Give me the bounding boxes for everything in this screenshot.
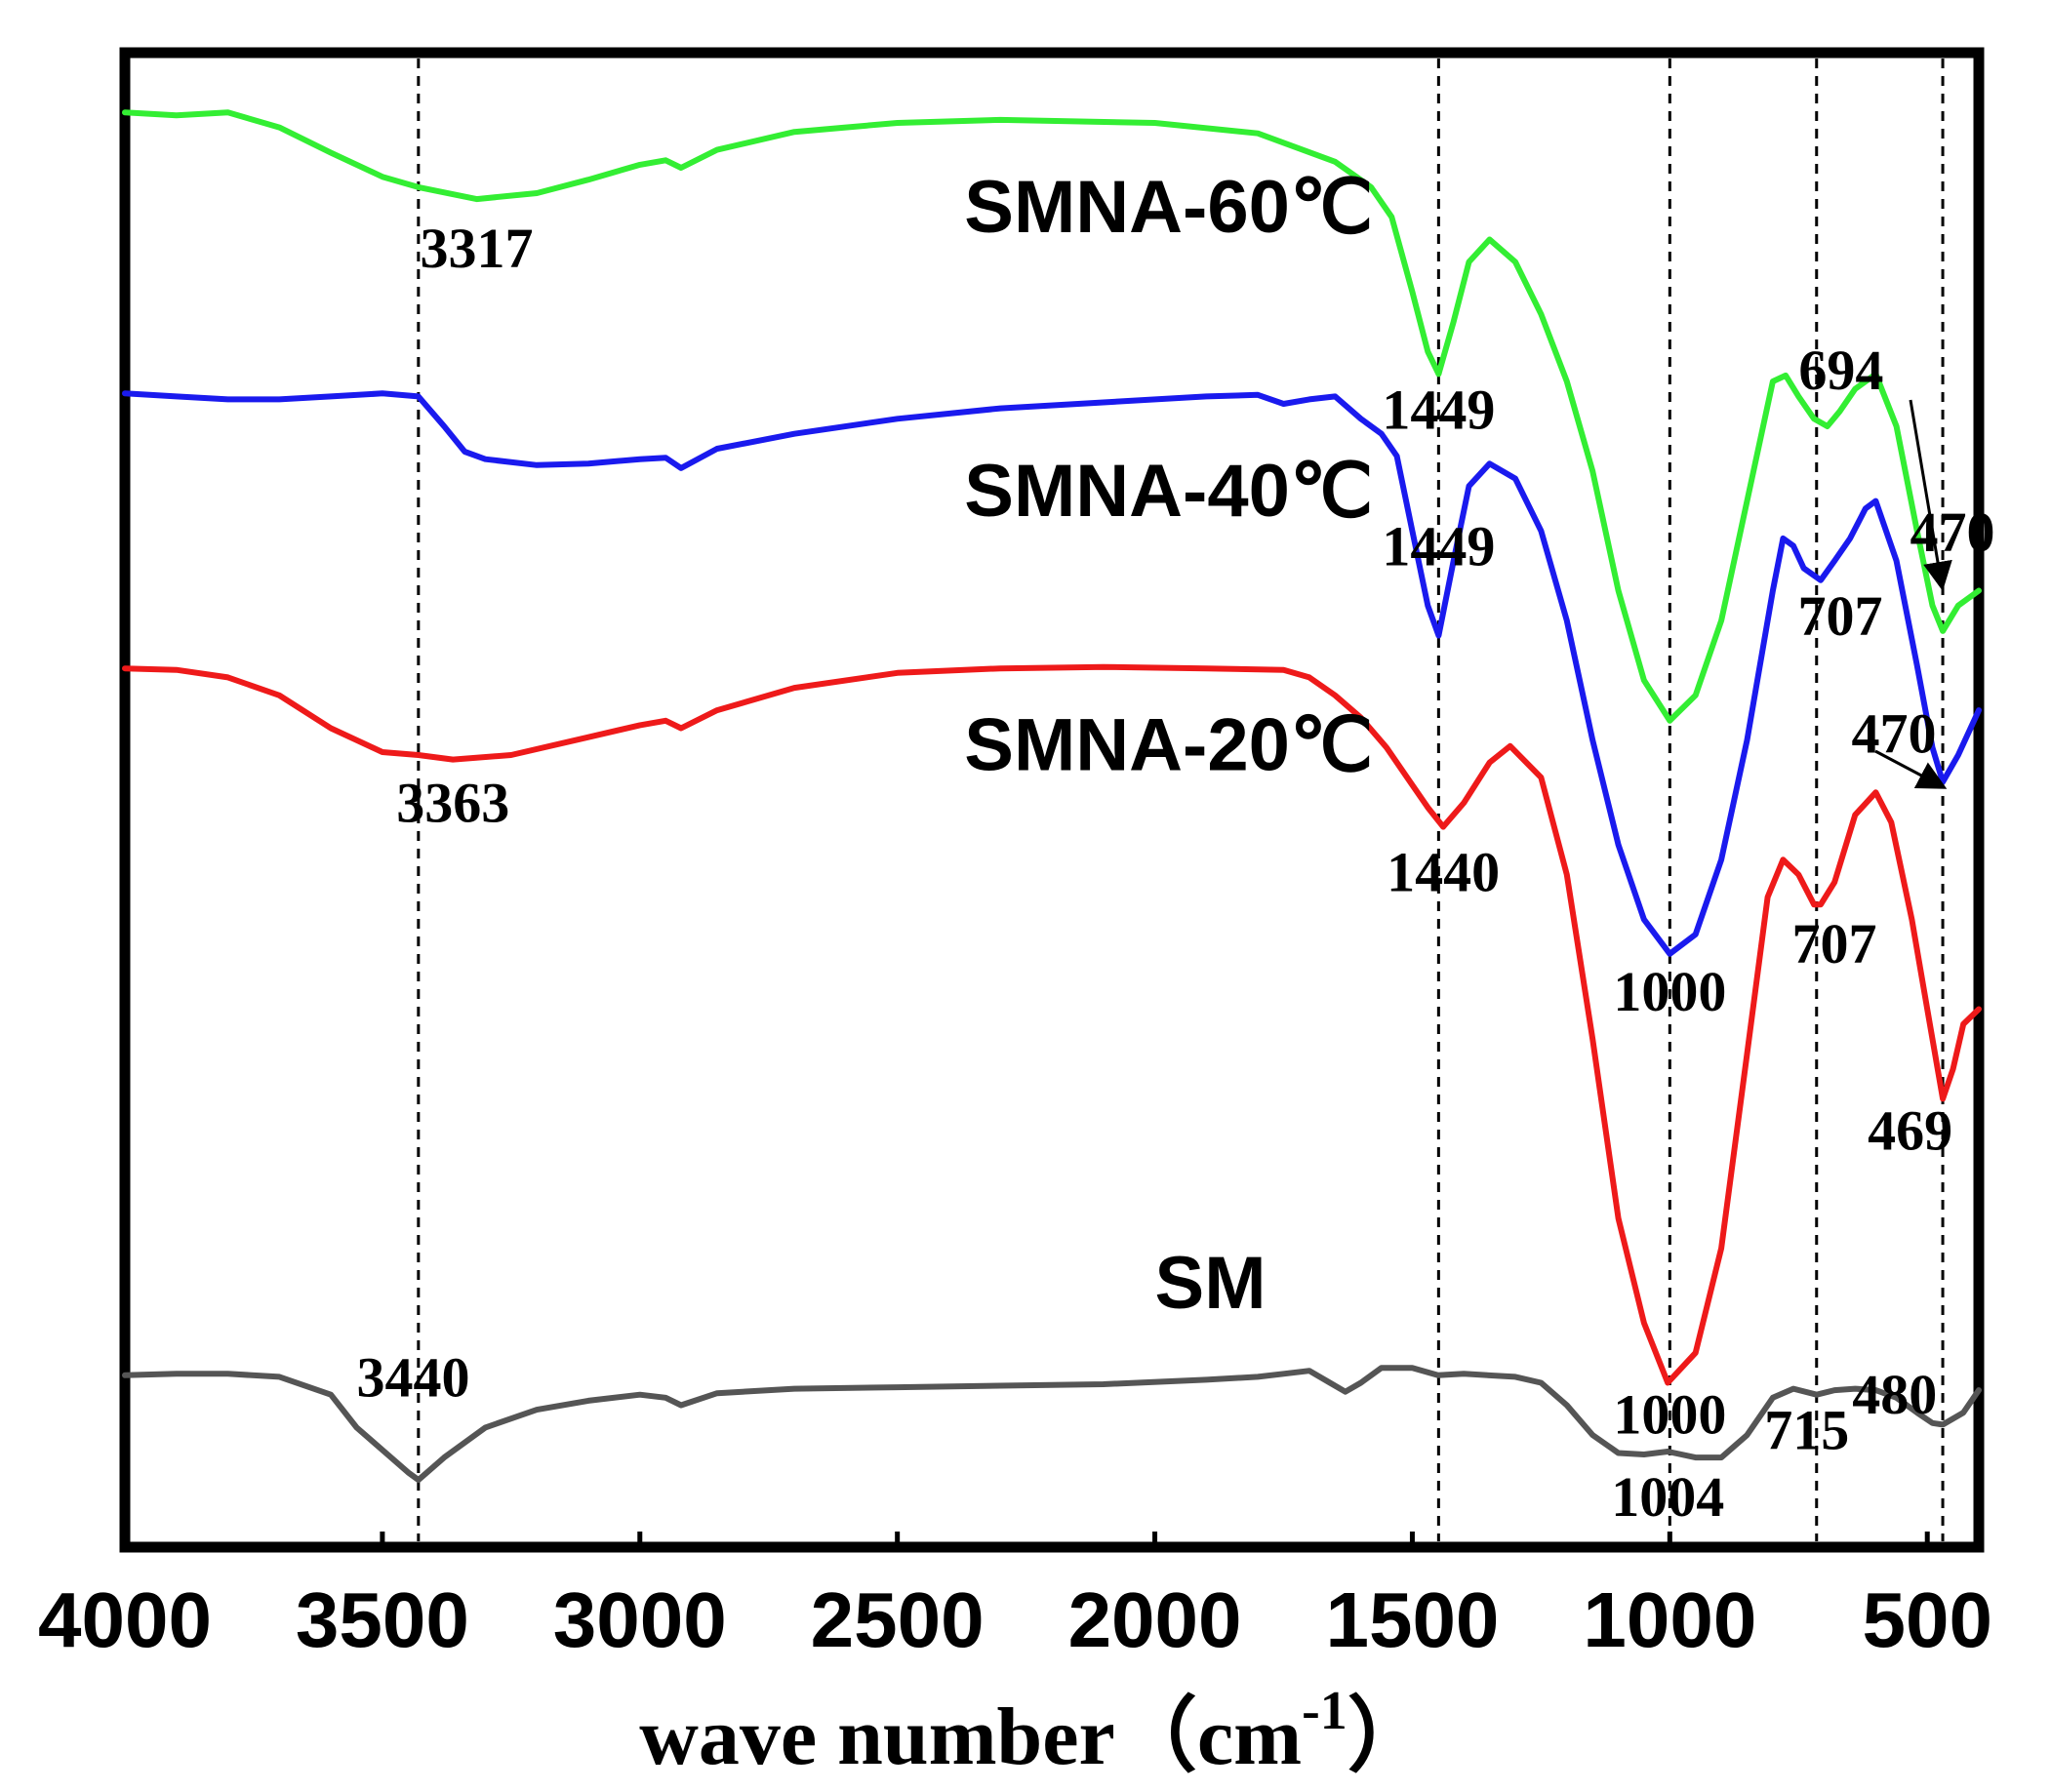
series-label: SMNA-60℃ [964, 166, 1373, 249]
x-tick-label: 3000 [553, 1576, 727, 1663]
peak-label: 1000 [1613, 1382, 1726, 1446]
peak-label: 469 [1868, 1098, 1952, 1162]
peak-label: 1004 [1611, 1465, 1724, 1529]
peak-label: 3440 [357, 1345, 470, 1409]
series-label: SM [1155, 1242, 1267, 1325]
peak-label: 480 [1852, 1363, 1937, 1426]
peak-label: 470 [1852, 702, 1937, 766]
peak-label: 1000 [1613, 960, 1726, 1023]
series-line [122, 1365, 1982, 1484]
series-line [122, 109, 1982, 724]
peak-label: 707 [1791, 912, 1876, 976]
x-tick-label: 2000 [1068, 1576, 1242, 1663]
x-tick-label: 500 [1862, 1576, 1991, 1663]
x-tick-label: 2500 [811, 1576, 985, 1663]
x-axis-title: wave number（cm-1） [639, 1681, 1429, 1782]
series-line [122, 663, 1982, 1386]
peak-label: 1449 [1382, 514, 1495, 577]
x-tick-label: 3500 [296, 1576, 469, 1663]
peak-label: 3317 [420, 217, 533, 280]
peak-label: 694 [1798, 338, 1883, 402]
reference-lines [417, 59, 1945, 1541]
peak-label: 470 [1910, 500, 1995, 564]
peak-label: 715 [1764, 1399, 1849, 1462]
series-label: SMNA-20℃ [964, 703, 1373, 786]
x-tick-label: 4000 [38, 1576, 212, 1663]
series-line [122, 390, 1982, 957]
peak-label: 1449 [1382, 378, 1495, 441]
peak-label: 707 [1797, 584, 1882, 648]
x-tick-label: 1000 [1583, 1576, 1756, 1663]
series-group [122, 109, 1982, 1484]
series-label: SMNA-40℃ [964, 450, 1373, 533]
x-axis-title-close: ） [1347, 1692, 1429, 1782]
plot-frame [119, 47, 1985, 1553]
x-axis-title-sup: -1 [1302, 1681, 1347, 1741]
peak-label: 1440 [1387, 841, 1500, 904]
x-tick-label: 1500 [1325, 1576, 1499, 1663]
x-axis-title-main: wave number（cm [639, 1692, 1302, 1782]
annotation-arrow [1909, 399, 1952, 591]
annotation-arrow [1874, 749, 1948, 789]
x-axis: 4000 3500 3000 2500 2000 1500 1000 500 [38, 1532, 1992, 1663]
peak-label: 3363 [396, 772, 509, 835]
